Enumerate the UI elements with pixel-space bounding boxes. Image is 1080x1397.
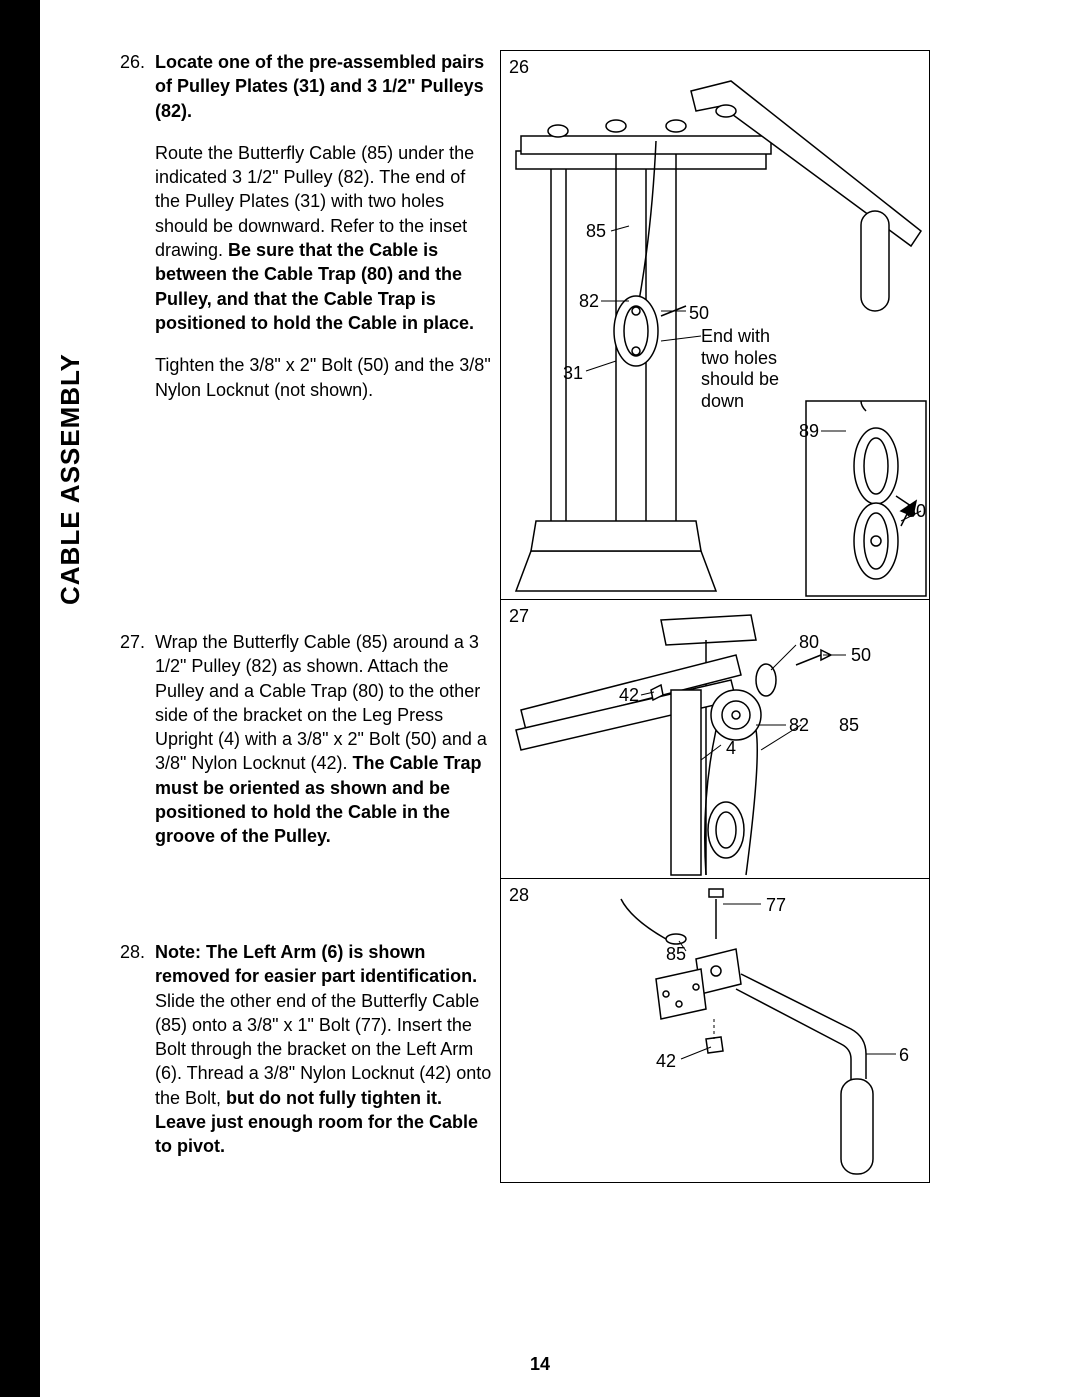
callout-31: 31 xyxy=(563,363,583,385)
callout-82: 82 xyxy=(579,291,599,313)
callout-80: 80 xyxy=(799,632,819,654)
callout-50: 50 xyxy=(689,303,709,325)
callout-80: 80 xyxy=(906,501,926,523)
figure-28-diagram xyxy=(501,879,931,1184)
figure-28: 28 xyxy=(500,878,930,1183)
step-body: Tighten the 3/8" x 2" Bolt (50) and the … xyxy=(155,353,495,402)
callout-4: 4 xyxy=(726,738,736,760)
step-number: 26. xyxy=(120,50,155,600)
figure-column: 26 xyxy=(500,50,930,1183)
callout-82: 82 xyxy=(789,715,809,737)
figure-26: 26 xyxy=(500,50,930,600)
figure-27: 27 xyxy=(500,599,930,879)
callout-42: 42 xyxy=(619,685,639,707)
page: CABLE ASSEMBLY 26. Locate one of the pre… xyxy=(0,0,1080,1397)
callout-85: 85 xyxy=(586,221,606,243)
callout-42: 42 xyxy=(656,1051,676,1073)
figure-27-diagram xyxy=(501,600,931,880)
step-lead-bold: Note: The Left Arm (6) is shown removed … xyxy=(155,942,477,986)
step-number: 27. xyxy=(120,630,155,910)
side-black-bar xyxy=(0,0,40,1397)
callout-50: 50 xyxy=(851,645,871,667)
section-title-vertical: CABLE ASSEMBLY xyxy=(55,353,86,605)
callout-85: 85 xyxy=(839,715,859,737)
step-lead-bold: Locate one of the pre-assembled pairs of… xyxy=(155,52,484,121)
page-number: 14 xyxy=(0,1354,1080,1375)
step-text: Note: The Left Arm (6) is shown removed … xyxy=(155,940,495,1177)
callout-89: 89 xyxy=(799,421,819,443)
step-text: Locate one of the pre-assembled pairs of… xyxy=(155,50,495,600)
step-text: Wrap the Butterfly Cable (85) around a 3… xyxy=(155,630,495,910)
callout-85: 85 xyxy=(666,944,686,966)
callout-77: 77 xyxy=(766,895,786,917)
callout-6: 6 xyxy=(899,1045,909,1067)
step-number: 28. xyxy=(120,940,155,1177)
callout-note: End with two holes should be down xyxy=(701,326,779,412)
